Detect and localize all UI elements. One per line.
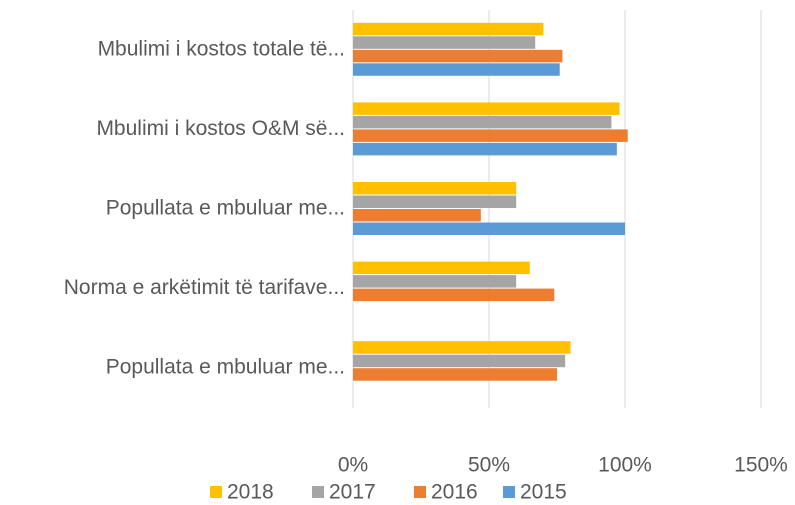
bar (353, 49, 563, 63)
bar (353, 142, 617, 156)
legend-label: 2016 (431, 481, 478, 504)
y-tick-label: Norma e arkëtimit të tarifave... (64, 276, 345, 299)
legend-swatch (210, 486, 222, 498)
bar (353, 261, 530, 275)
bar (353, 182, 517, 195)
legend-label: 2015 (520, 481, 567, 504)
bar (353, 195, 517, 208)
legend-swatch (312, 486, 324, 498)
bar (353, 22, 544, 36)
y-tick-label: Mbulimi i kostos O&M së... (96, 117, 345, 140)
y-tick-label: Popullata e mbuluar me... (106, 356, 345, 379)
legend-swatch (414, 486, 426, 498)
bar (353, 36, 536, 49)
y-tick-label: Mbulimi i kostos totale të... (98, 37, 345, 60)
legend-swatch (503, 486, 515, 498)
bar (353, 129, 628, 142)
x-tick-label: 0% (338, 454, 368, 477)
bar (353, 222, 625, 235)
legend-label: 2018 (227, 481, 274, 504)
y-tick-label: Popullata e mbuluar me... (106, 197, 345, 220)
x-tick-label: 50% (468, 454, 510, 477)
bar (353, 288, 555, 302)
bar (353, 368, 557, 381)
legend-label: 2017 (329, 481, 376, 504)
bar (353, 354, 566, 368)
bar (353, 341, 571, 354)
bar (353, 102, 620, 115)
bar (353, 209, 481, 222)
x-tick-label: 100% (598, 454, 652, 477)
bar (353, 63, 560, 76)
bar (353, 115, 612, 129)
x-tick-label: 150% (734, 454, 788, 477)
bar (353, 275, 517, 288)
